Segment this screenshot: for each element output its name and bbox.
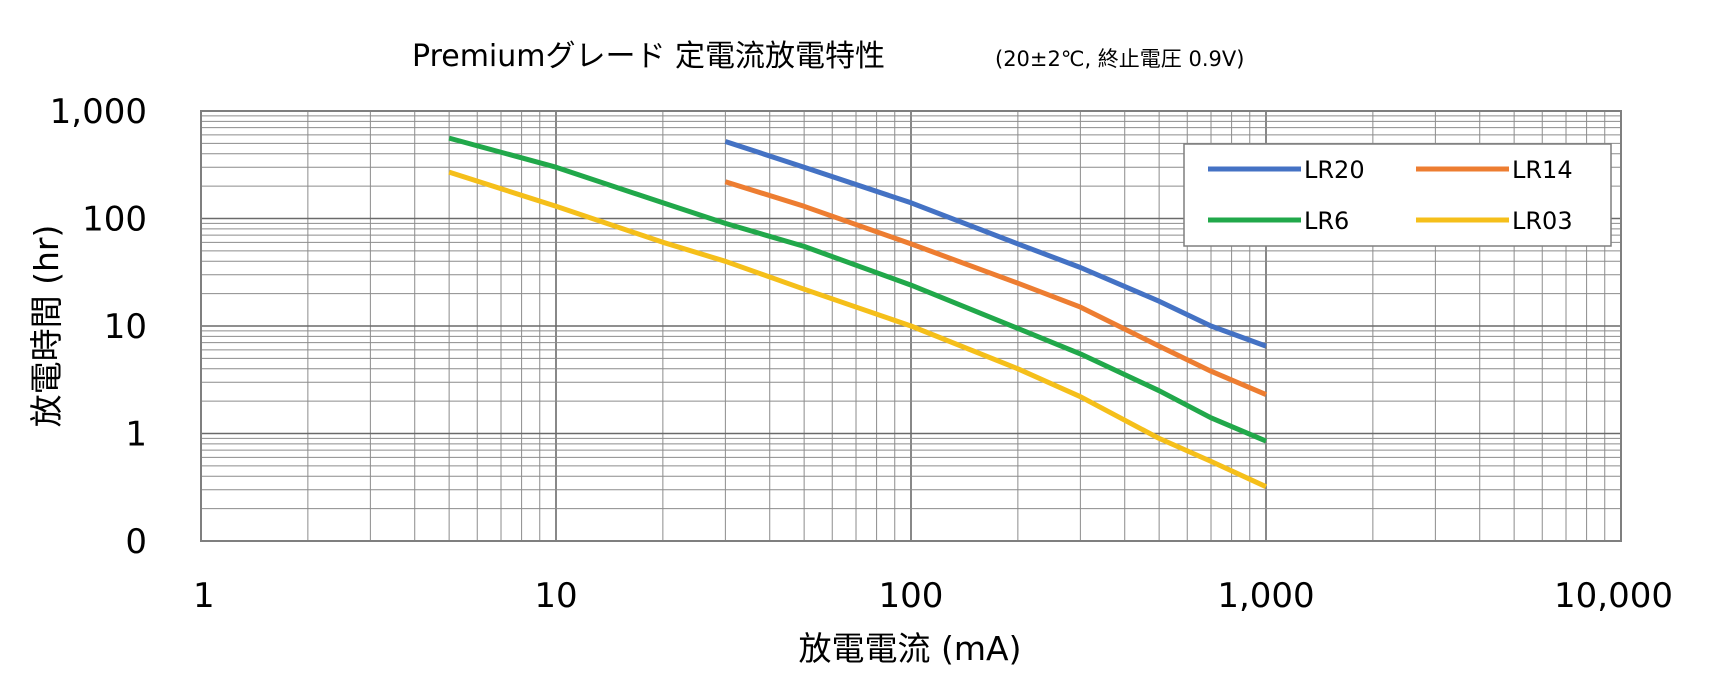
chart-title: Premiumグレード 定電流放電特性 (412, 39, 885, 74)
legend-label-lr03: LR03 (1512, 207, 1573, 235)
x-tick-labels: 1 10 100 1,000 10,000 (193, 576, 1673, 616)
x-tick-label: 1 (193, 576, 215, 616)
series-line-lr03 (448, 169, 1268, 489)
series-lines (448, 135, 1268, 489)
y-tick-label: 100 (82, 200, 147, 240)
x-tick-label: 10 (534, 576, 577, 616)
y-tick-label: 1,000 (50, 92, 147, 132)
y-axis-label: 放電時間 (hr) (27, 225, 66, 428)
chart-subtitle: (20±2℃, 終止電圧 0.9V) (995, 47, 1244, 71)
legend-box (1183, 143, 1612, 247)
y-tick-label: 10 (104, 307, 147, 347)
series-line-lr14 (724, 179, 1267, 397)
legend-label-lr14: LR14 (1512, 156, 1573, 184)
x-tick-label: 100 (879, 576, 944, 616)
series-line-lr20 (724, 139, 1267, 349)
y-tick-labels: 0 1 10 100 1,000 (50, 92, 147, 562)
y-tick-label: 0 (125, 522, 147, 562)
grid-lines (200, 111, 1621, 542)
legend-label-lr20: LR20 (1304, 156, 1365, 184)
series-line-lr6 (448, 135, 1267, 444)
legend-label-lr6: LR6 (1304, 207, 1349, 235)
legend: LR20 LR14 LR6 LR03 (1183, 143, 1612, 247)
x-axis-label: 放電電流 (mA) (799, 629, 1022, 668)
y-tick-label: 1 (125, 415, 147, 455)
plot-border (200, 110, 1622, 542)
x-tick-label: 10,000 (1554, 576, 1673, 616)
x-tick-label: 1,000 (1217, 576, 1314, 616)
